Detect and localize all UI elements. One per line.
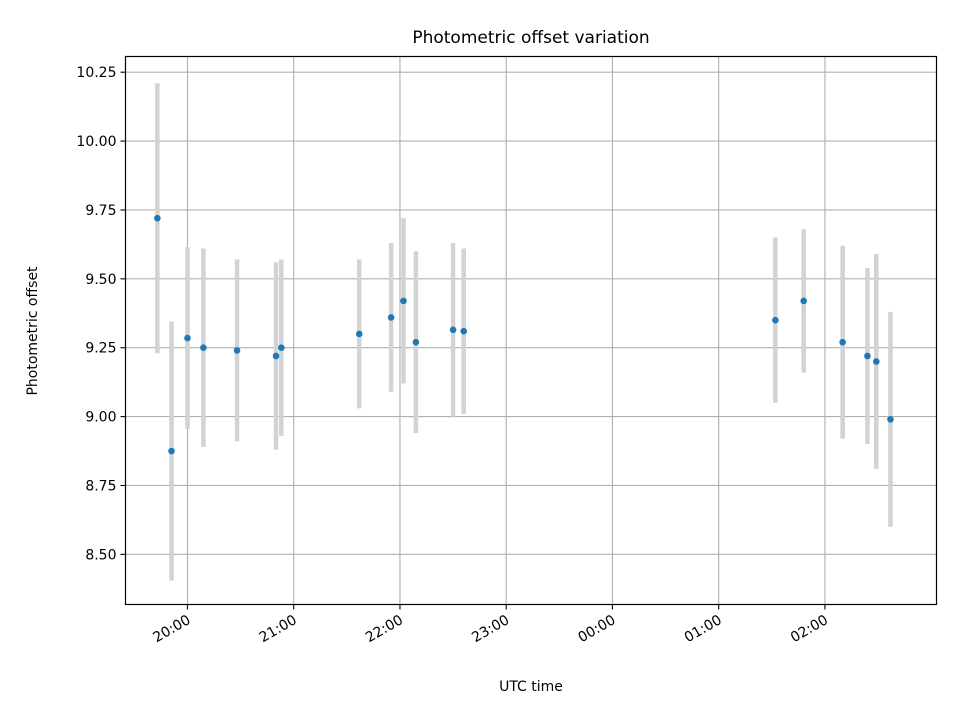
data-point xyxy=(772,316,779,324)
y-tick-label: 9.75 xyxy=(85,203,116,219)
data-point xyxy=(839,338,846,346)
y-tick-label: 9.00 xyxy=(85,410,116,426)
grid xyxy=(125,56,937,605)
data-point xyxy=(387,314,395,321)
y-tick-label: 9.50 xyxy=(85,272,116,288)
chart-title: Photometric offset variation xyxy=(412,28,649,48)
y-axis-label: Photometric offset xyxy=(25,266,41,396)
x-axis-label: UTC time xyxy=(499,679,563,695)
data-point xyxy=(184,334,191,342)
y-tick-label: 8.50 xyxy=(85,547,116,563)
data-point xyxy=(233,347,241,354)
data-point xyxy=(154,214,161,222)
data-point xyxy=(800,297,807,305)
data-markers xyxy=(154,214,894,455)
data-point xyxy=(460,327,468,335)
data-point xyxy=(278,344,285,352)
data-point xyxy=(872,358,880,365)
data-point xyxy=(887,416,894,423)
data-point xyxy=(864,352,871,360)
y-tick-label: 8.75 xyxy=(85,478,116,494)
y-tick-label: 10.00 xyxy=(76,134,116,150)
y-axis: 8.50 8.75 9.00 9.25 9.50 9.75 10.00 10.25 xyxy=(76,65,126,563)
data-point xyxy=(272,352,280,360)
data-point xyxy=(168,447,175,455)
data-point xyxy=(355,330,363,338)
data-point xyxy=(400,297,407,305)
data-point xyxy=(200,344,207,352)
plot-area-frame xyxy=(124,55,938,606)
data-point xyxy=(449,326,457,334)
data-point xyxy=(412,338,420,346)
y-tick-label: 10.25 xyxy=(76,65,116,81)
y-tick-label: 9.25 xyxy=(85,341,116,357)
